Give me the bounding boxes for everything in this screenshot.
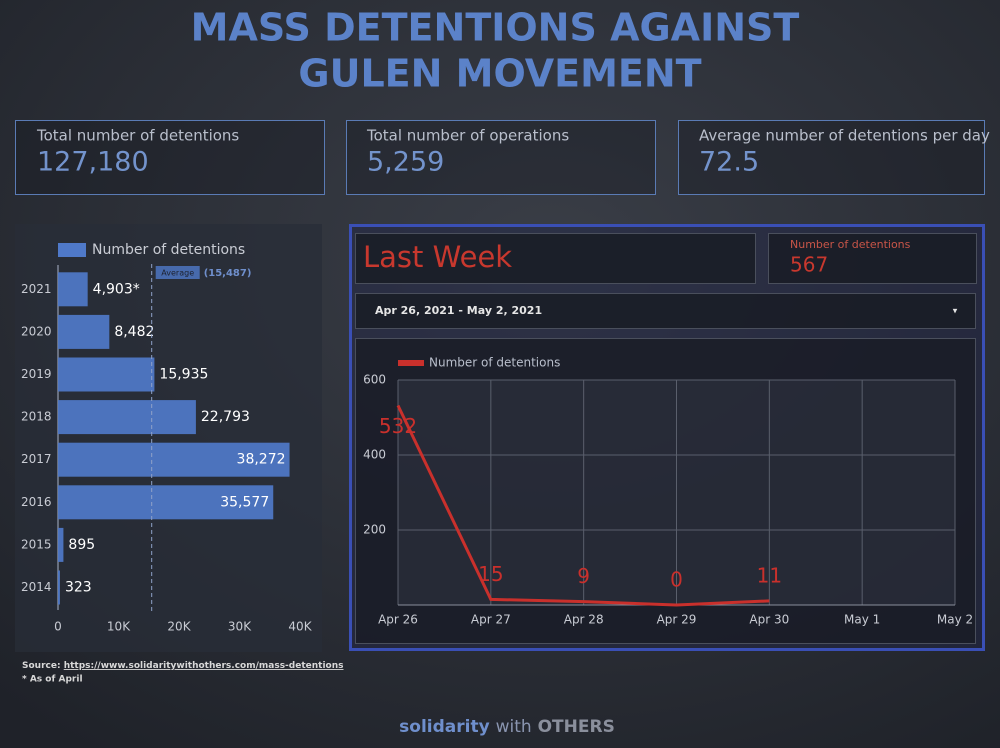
y-tick-label: 2017 <box>21 452 52 466</box>
bar <box>58 314 110 349</box>
y-tick-label: 2020 <box>21 324 52 338</box>
y-tick-label: 200 <box>363 523 386 537</box>
y-tick-label: 2016 <box>21 495 52 509</box>
scorecard-label: Average number of detentions per day <box>699 127 990 145</box>
data-label: 4,903* <box>93 281 140 297</box>
bar <box>58 400 196 435</box>
source-prefix: Source: <box>22 661 61 671</box>
dropdown-caret: ▾ <box>953 307 958 317</box>
line-panel <box>355 338 976 644</box>
x-tick-label: May 1 <box>844 613 880 627</box>
scorecard-label: Number of detentions <box>790 238 911 251</box>
x-tick-label: May 2 <box>937 613 973 627</box>
average-value: (15,487) <box>204 268 252 279</box>
bar <box>58 570 60 605</box>
legend-label: Number of detentions <box>92 242 245 258</box>
footer-word: solidarity <box>399 717 490 737</box>
y-tick-label: 2021 <box>21 282 52 296</box>
footer-word: OTHERS <box>538 717 615 737</box>
footer-logo: solidarity with OTHERS <box>399 717 615 737</box>
data-label: 8,482 <box>114 324 154 340</box>
data-label: 0 <box>670 568 683 592</box>
legend-label: Number of detentions <box>429 356 560 370</box>
bar <box>58 527 64 562</box>
data-label: 11 <box>757 563 782 587</box>
legend-swatch <box>58 243 86 257</box>
y-tick-label: 600 <box>363 373 386 387</box>
data-label: 9 <box>577 564 590 588</box>
y-tick-label: 2018 <box>21 410 52 424</box>
scorecard <box>15 120 325 195</box>
scorecard <box>678 120 985 195</box>
title-line: MASS DETENTIONS AGAINST <box>191 6 800 50</box>
bar <box>58 442 290 477</box>
scorecard <box>346 120 656 195</box>
scorecard-value: 72.5 <box>699 147 759 178</box>
x-tick-label: 0 <box>54 620 62 634</box>
x-tick-label: 30K <box>228 620 252 634</box>
scorecard-label: Total number of detentions <box>36 127 239 145</box>
data-label: 15,935 <box>159 367 208 383</box>
footnote: * As of April <box>22 675 83 685</box>
x-tick-label: 10K <box>107 620 131 634</box>
x-tick-label: Apr 26 <box>378 613 418 627</box>
x-tick-label: Apr 28 <box>564 613 604 627</box>
date-range-control[interactable] <box>355 293 976 329</box>
date-range: Apr 26, 2021 - May 2, 2021 <box>375 304 542 317</box>
last-week-title: Last Week <box>363 240 512 274</box>
average-label-box <box>155 266 200 279</box>
source-link[interactable]: https://www.solidaritywithothers.com/mas… <box>64 661 344 671</box>
line <box>396 404 770 607</box>
data-label: 323 <box>65 580 92 596</box>
average-label: Average <box>161 269 194 278</box>
y-tick-label: 2019 <box>21 367 52 381</box>
x-tick-label: Apr 27 <box>471 613 511 627</box>
x-tick-label: 20K <box>167 620 191 634</box>
last-week-box <box>355 233 756 284</box>
data-label: 35,577 <box>220 494 269 510</box>
footer-word: with <box>496 717 532 737</box>
x-tick-label: 40K <box>288 620 312 634</box>
source: Source: https://www.solidaritywithothers… <box>22 661 344 671</box>
data-label: 895 <box>68 537 95 553</box>
data-label: 532 <box>379 414 417 438</box>
scorecard-value: 567 <box>790 253 828 277</box>
bar <box>58 357 155 392</box>
data-label: 38,272 <box>237 452 286 468</box>
data-label: 15 <box>478 562 503 586</box>
y-tick-label: 2014 <box>21 580 52 594</box>
scorecard-label: Total number of operations <box>366 127 569 145</box>
x-tick-label: Apr 30 <box>749 613 789 627</box>
scorecard-value: 127,180 <box>37 147 149 178</box>
last-week-scorecard <box>768 233 977 284</box>
title-line: GULEN MOVEMENT <box>298 52 701 96</box>
y-tick-label: 2015 <box>21 537 52 551</box>
x-tick-label: Apr 29 <box>657 613 697 627</box>
data-label: 22,793 <box>201 409 250 425</box>
y-tick-label: 400 <box>363 448 386 462</box>
bar <box>58 272 88 307</box>
bar <box>58 485 274 520</box>
scorecard-value: 5,259 <box>367 147 444 178</box>
